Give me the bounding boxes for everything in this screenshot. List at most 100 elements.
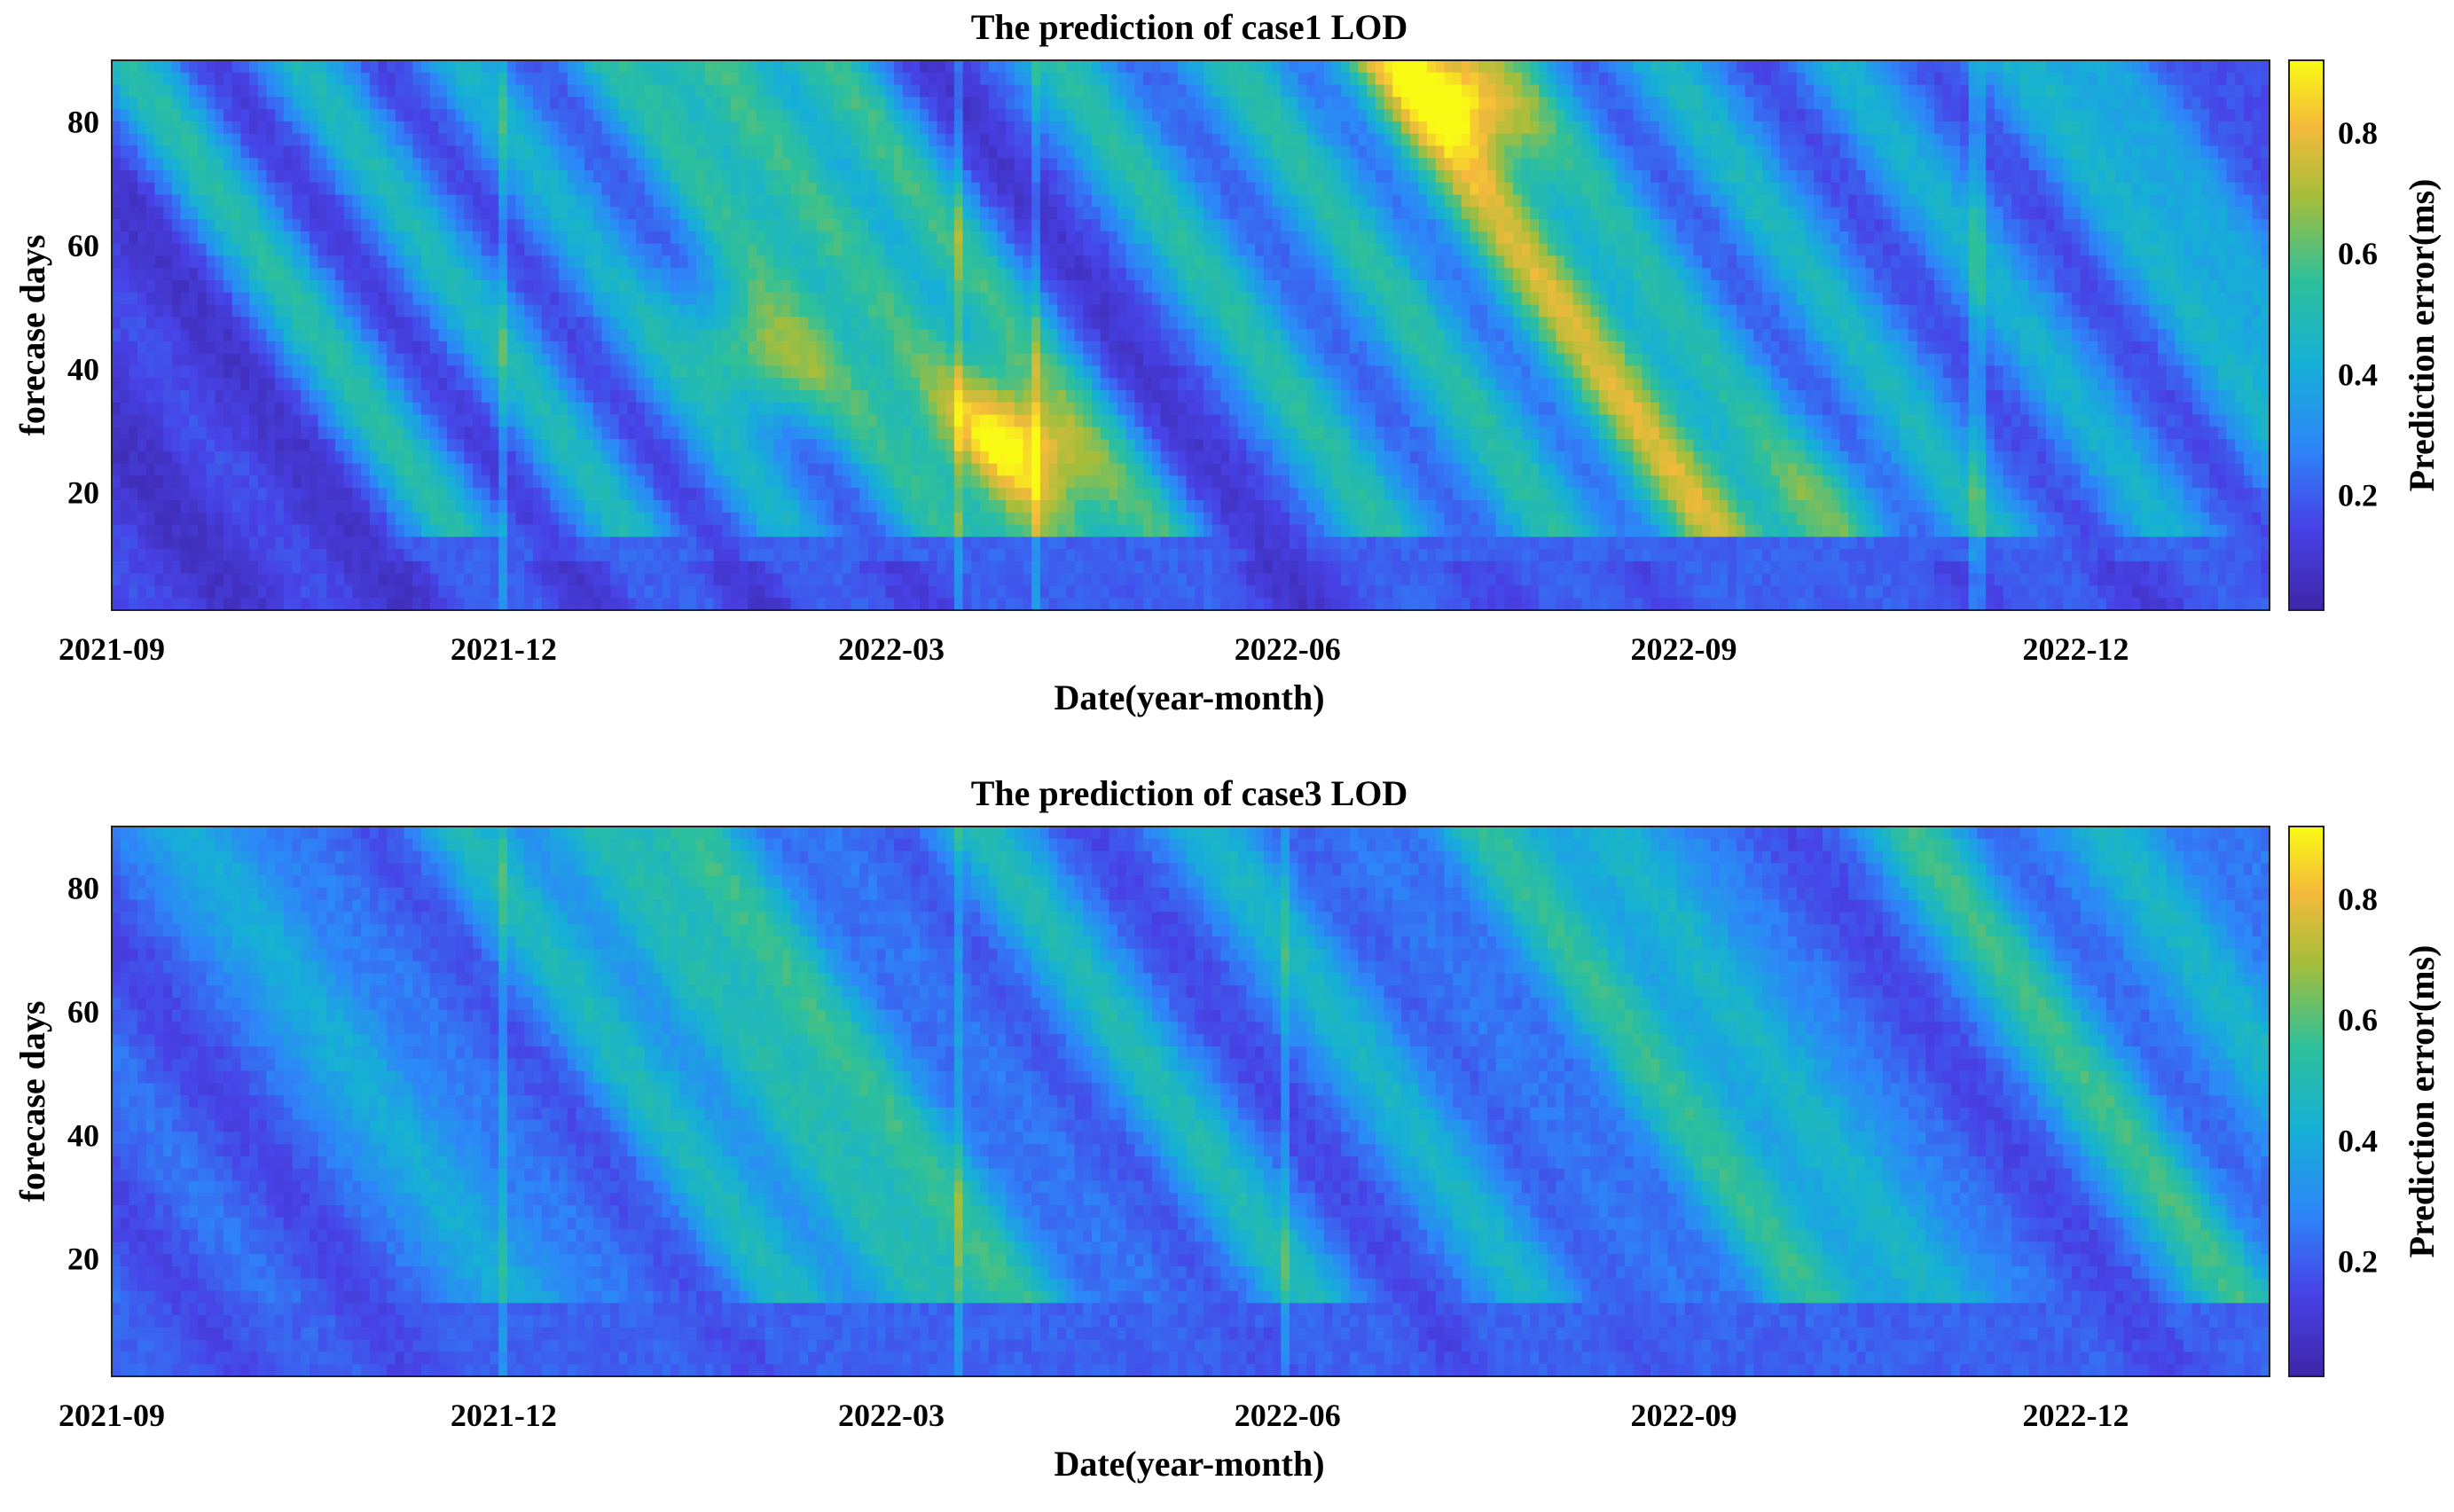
heatmap-cell — [731, 121, 740, 134]
heatmap-cell — [1075, 293, 1084, 305]
heatmap-cell — [808, 268, 817, 280]
heatmap-cell — [1487, 109, 1496, 121]
heatmap-cell — [198, 109, 207, 121]
heatmap-cell — [163, 97, 172, 109]
heatmap-cell — [207, 97, 216, 109]
heatmap-cell — [1642, 207, 1650, 219]
heatmap-cell — [1092, 97, 1101, 109]
heatmap-cell — [1659, 158, 1668, 170]
heatmap-cell — [1161, 145, 1170, 158]
heatmap-cell — [2055, 73, 2064, 85]
heatmap-cell — [1548, 280, 1556, 293]
heatmap-cell — [1134, 145, 1143, 158]
heatmap-cell — [610, 280, 619, 293]
heatmap-cell — [662, 170, 670, 183]
heatmap-cell — [2063, 244, 2072, 256]
heatmap-cell — [326, 170, 335, 183]
heatmap-cell — [2175, 170, 2184, 183]
heatmap-cell — [121, 170, 129, 183]
heatmap-cell — [868, 134, 877, 146]
heatmap-cell — [584, 97, 593, 109]
heatmap-cell — [1478, 268, 1487, 280]
heatmap-cell — [619, 85, 628, 98]
heatmap-cell — [2089, 158, 2097, 170]
heatmap-cell — [920, 158, 929, 170]
heatmap-cell — [1831, 145, 1840, 158]
heatmap-cell — [559, 195, 568, 208]
heatmap-cell — [456, 293, 465, 305]
heatmap-cell — [1951, 158, 1960, 170]
heatmap-cell — [1659, 183, 1668, 195]
heatmap-cell — [782, 85, 791, 98]
heatmap-cell — [1229, 170, 1238, 183]
heatmap-cell — [1324, 280, 1333, 293]
heatmap-cell — [1083, 121, 1092, 134]
heatmap-cell — [1057, 170, 1066, 183]
heatmap-cell — [1229, 195, 1238, 208]
heatmap-cell — [757, 109, 765, 121]
heatmap-cell — [980, 268, 989, 280]
heatmap-cell — [1977, 219, 1986, 231]
heatmap-cell — [687, 60, 696, 73]
heatmap-cell — [275, 268, 284, 280]
heatmap-cell — [1264, 268, 1273, 280]
heatmap-cell — [1418, 293, 1427, 305]
heatmap-cell — [1728, 134, 1737, 146]
heatmap-cell — [1195, 158, 1203, 170]
heatmap-cell — [748, 244, 757, 256]
heatmap-cell — [1582, 280, 1591, 293]
heatmap-cell — [1247, 195, 1256, 208]
heatmap-cell — [945, 134, 954, 146]
heatmap-cell — [207, 85, 216, 98]
heatmap-cell — [1238, 293, 1247, 305]
heatmap-cell — [843, 121, 851, 134]
heatmap-cell — [1126, 219, 1135, 231]
heatmap-cell — [137, 293, 146, 305]
heatmap-cell — [610, 158, 619, 170]
heatmap-cell — [791, 183, 800, 195]
heatmap-cell — [1685, 195, 1694, 208]
heatmap-cell — [1616, 207, 1625, 219]
heatmap-cell — [619, 219, 628, 231]
heatmap-cell — [1040, 293, 1049, 305]
heatmap-cell — [240, 207, 249, 219]
heatmap-cell — [396, 280, 404, 293]
heatmap-cell — [971, 158, 980, 170]
heatmap-cell — [1066, 109, 1075, 121]
heatmap-cell — [490, 158, 499, 170]
heatmap-cell — [2115, 244, 2124, 256]
heatmap-cell — [396, 158, 404, 170]
heatmap-cell — [670, 170, 679, 183]
heatmap-cell — [533, 293, 542, 305]
heatmap-cell — [1831, 134, 1840, 146]
heatmap-cell — [662, 231, 670, 244]
heatmap-cell — [670, 207, 679, 219]
heatmap-cell — [447, 207, 456, 219]
heatmap-cell — [507, 85, 516, 98]
heatmap-cell — [2253, 183, 2262, 195]
heatmap-cell — [1737, 73, 1745, 85]
heatmap-cell — [1986, 293, 1995, 305]
heatmap-cell — [2200, 280, 2209, 293]
heatmap-cell — [1444, 293, 1453, 305]
heatmap-cell — [1376, 97, 1384, 109]
heatmap-cell — [1015, 97, 1023, 109]
heatmap-cell — [1667, 244, 1676, 256]
heatmap-cell — [2089, 145, 2097, 158]
heatmap-cell — [1737, 158, 1745, 170]
heatmap-cell — [1255, 255, 1264, 268]
heatmap-cell — [2063, 219, 2072, 231]
heatmap-cell — [791, 145, 800, 158]
heatmap-cell — [2089, 85, 2097, 98]
heatmap-cell — [1539, 231, 1548, 244]
heatmap-cell — [2158, 121, 2167, 134]
heatmap-cell — [885, 183, 894, 195]
heatmap-cell — [1573, 60, 1582, 73]
heatmap-cell — [731, 109, 740, 121]
heatmap-cell — [1986, 183, 1995, 195]
heatmap-cell — [464, 60, 473, 73]
heatmap-cell — [1634, 183, 1643, 195]
heatmap-cell — [326, 293, 335, 305]
heatmap-cell — [610, 293, 619, 305]
heatmap-cell — [1839, 207, 1848, 219]
